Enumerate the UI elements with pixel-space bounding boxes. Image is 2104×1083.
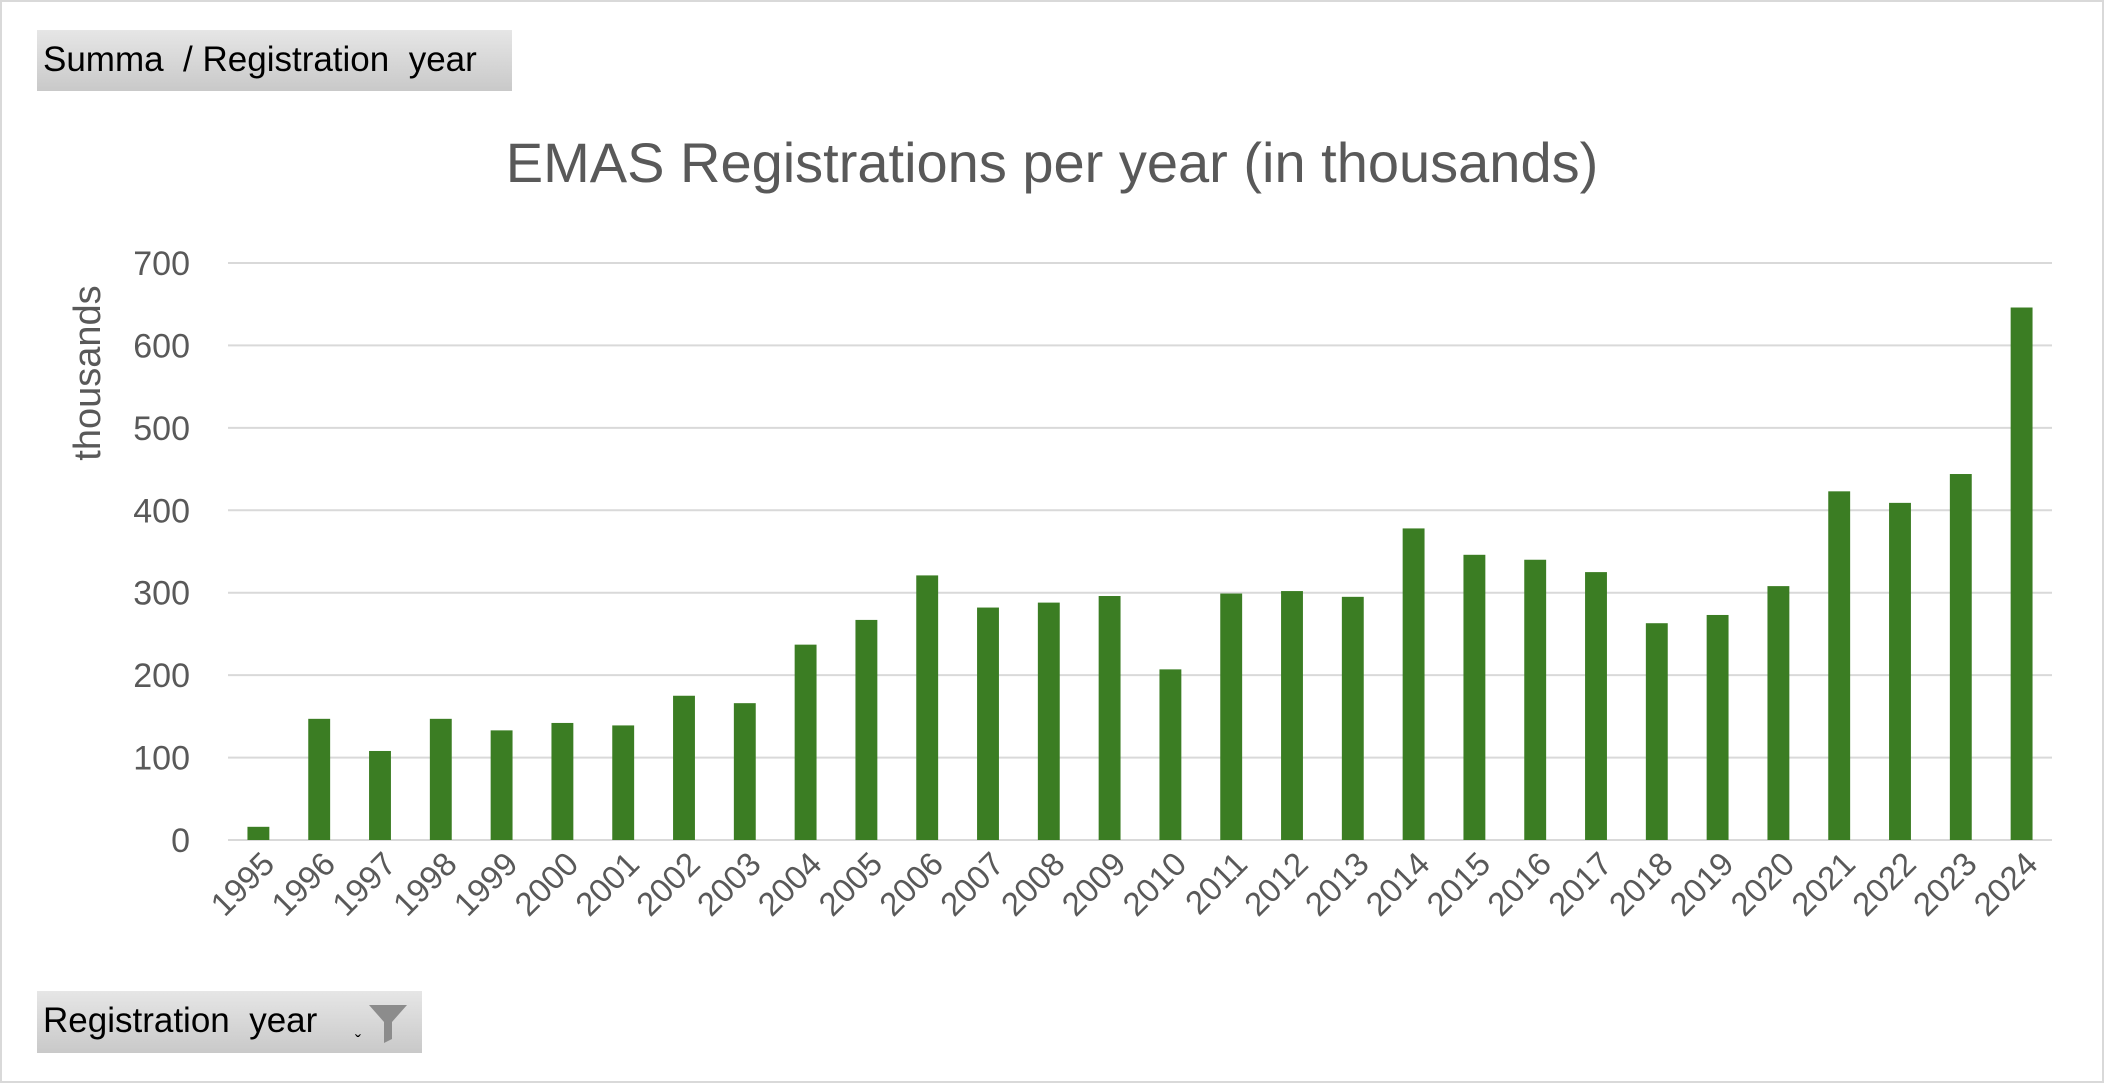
bar-1995 [247,826,270,840]
x-tick-label: 2012 [1237,845,1315,923]
x-tick-label: 2016 [1480,845,1558,923]
bar-2010 [1159,669,1182,840]
bar-2001 [612,725,635,840]
bar-2019 [1706,614,1729,840]
y-tick-label: 600 [133,327,190,365]
x-tick-label: 1997 [325,845,403,923]
x-tick-label: 1998 [386,845,464,923]
x-tick-label: 2018 [1602,845,1680,923]
dropdown-arrow-icon[interactable]: ˇ [355,1032,361,1052]
y-tick-label: 100 [133,740,190,778]
x-tick-label: 2001 [568,845,646,923]
x-tick-label: 2004 [750,845,828,923]
x-tick-label: 2020 [1723,845,1801,923]
x-tick-label: 1999 [446,845,524,923]
bar-2005 [855,619,878,840]
bar-2004 [794,644,817,840]
bar-1998 [429,718,452,840]
x-tick-label: 2024 [1966,845,2044,923]
x-tick-label: 2000 [507,845,585,923]
bar-2012 [1281,591,1303,840]
bar-2015 [1463,554,1486,840]
x-tick-label: 2010 [1115,845,1193,923]
bar-1997 [369,750,391,840]
bar-2007 [977,607,999,840]
y-tick-label: 200 [133,657,190,695]
bar-2009 [1098,596,1121,840]
bar-2003 [733,703,756,840]
x-tick-label: 2023 [1906,845,1984,923]
filter-funnel-icon[interactable] [367,1002,409,1044]
x-tick-label: 1995 [203,845,281,923]
bar-2017 [1585,572,1607,840]
value-field-button[interactable]: Summa / Registration year [37,30,512,91]
bar-2006 [916,575,939,840]
bar-1996 [308,718,331,840]
x-tick-label: 2014 [1358,845,1436,923]
axis-field-button[interactable]: Registration year [37,991,422,1053]
y-tick-label: 700 [133,245,190,283]
bar-2018 [1645,623,1668,840]
bar-2024 [2010,307,2033,840]
y-axis-title: thousands [67,285,109,460]
bar-2021 [1828,491,1851,840]
x-tick-label: 2019 [1662,845,1740,923]
x-tick-label: 2013 [1298,845,1376,923]
y-tick-label: 500 [133,410,190,448]
bar-2002 [673,695,695,840]
x-tick-label: 2006 [872,845,950,923]
x-tick-label: 2017 [1541,845,1619,923]
bar-2023 [1949,474,1972,840]
x-tick-label: 2015 [1419,845,1497,923]
y-tick-label: 0 [171,822,190,860]
x-tick-label: 2007 [933,845,1011,923]
x-tick-label: 2021 [1784,845,1862,923]
x-tick-label: 2022 [1845,845,1923,923]
x-tick-label: 2002 [629,845,707,923]
bar-2000 [551,722,574,840]
bar-2016 [1524,559,1547,840]
bar-2020 [1767,586,1790,840]
bar-2013 [1341,596,1364,840]
x-tick-label: 2005 [811,845,889,923]
bar-2008 [1037,602,1060,840]
x-tick-label: 2011 [1178,845,1254,921]
x-tick-label: 2008 [994,845,1072,923]
bar-2022 [1889,502,1911,840]
bar-1999 [490,730,513,840]
bar-2011 [1220,593,1243,840]
x-tick-label: 1996 [264,845,342,923]
y-tick-label: 400 [133,492,190,530]
chart-title: EMAS Registrations per year (in thousand… [505,131,1599,194]
y-tick-label: 300 [133,575,190,613]
bar-2014 [1402,528,1425,840]
x-tick-label: 2009 [1054,845,1132,923]
x-tick-label: 2003 [690,845,768,923]
